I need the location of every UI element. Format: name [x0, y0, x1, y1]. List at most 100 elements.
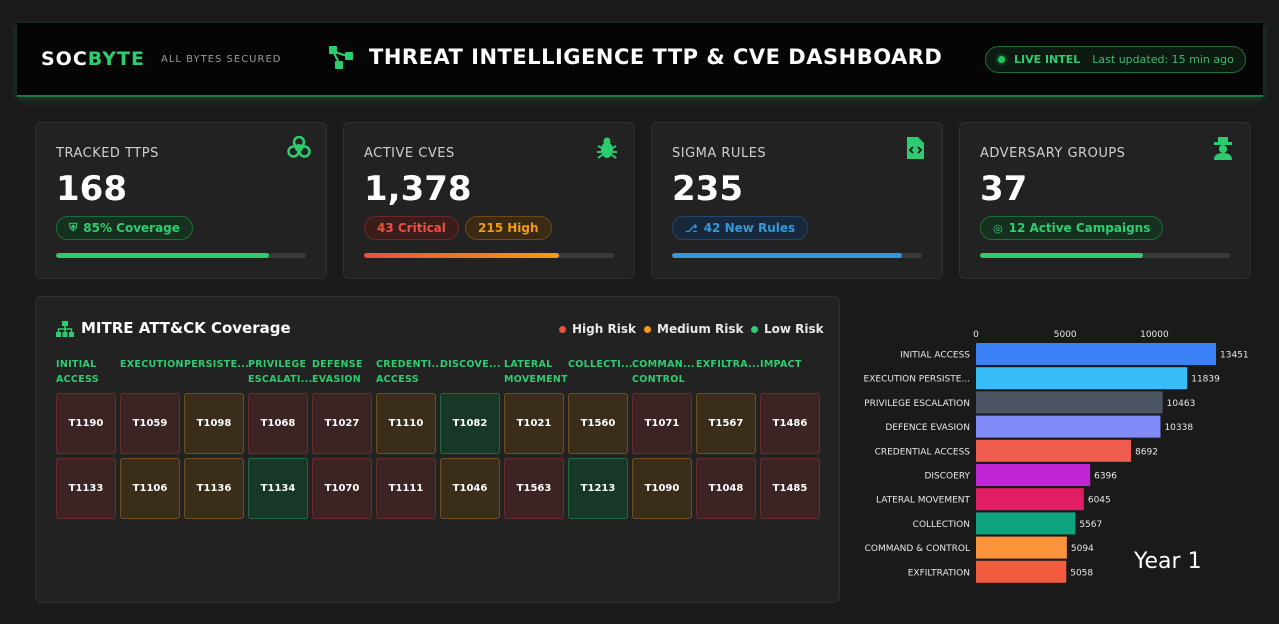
progress-track — [56, 253, 306, 258]
technique-cell[interactable]: T1090 — [632, 458, 692, 519]
tactic-header: CREDENTI... ACCESS — [376, 357, 444, 387]
technique-cell[interactable]: T1021 — [504, 393, 564, 454]
biohazard-icon — [287, 135, 311, 158]
value-label: 10338 — [1164, 423, 1193, 433]
last-updated-text: Last updated: 15 min ago — [1092, 53, 1234, 66]
legend-dot — [644, 325, 651, 333]
tactic-line: DEFENSE — [312, 359, 363, 370]
technique-cell[interactable]: T1059 — [120, 393, 180, 454]
technique-cell[interactable]: T1133 — [56, 458, 116, 519]
technique-cell[interactable]: T1567 — [696, 393, 756, 454]
technique-cell[interactable]: T1563 — [504, 458, 564, 519]
tactic-line: PERSISTE... — [184, 359, 250, 370]
card-sigma-rules[interactable]: SIGMA RULES 235 ⎇ 42 New Rules — [651, 122, 943, 279]
tactic-header: IMPACT — [760, 357, 822, 372]
card-label: TRACKED TTPS — [56, 146, 159, 161]
network-icon — [329, 46, 353, 69]
tactic-header: PERSISTE... — [184, 357, 250, 372]
tactic-line: EXECUTION — [120, 359, 184, 370]
value-label: 10463 — [1167, 399, 1196, 409]
card-adversary-groups[interactable]: ADVERSARY GROUPS 37 ◎ 12 Active Campaigns — [959, 122, 1251, 279]
value-label: 5567 — [1079, 520, 1102, 530]
shield-icon: ⛨ — [69, 221, 78, 234]
title-wrap: THREAT INTELLIGENCE TTP & CVE DASHBOARD — [327, 43, 942, 71]
technique-cell[interactable]: T1110 — [376, 393, 436, 454]
category-label: INITIAL ACCESS — [900, 351, 970, 361]
high-text: 215 High — [478, 221, 539, 235]
tactic-line: INITIAL — [56, 359, 97, 370]
card-label: SIGMA RULES — [672, 146, 767, 161]
page-title: THREAT INTELLIGENCE TTP & CVE DASHBOARD — [369, 45, 943, 69]
tactic-header: COMMAN... CONTROL — [632, 357, 694, 387]
technique-cell[interactable]: T1136 — [184, 458, 244, 519]
technique-cell[interactable]: T1111 — [376, 458, 436, 519]
progress-fill — [364, 253, 559, 258]
dashboard-header: SOCBYTE ALL BYTES SECURED THREAT INTELLI… — [17, 23, 1263, 97]
tactic-line: ACCESS — [56, 374, 99, 385]
technique-cell[interactable]: T1134 — [248, 458, 308, 519]
live-dot-icon — [998, 56, 1005, 63]
technique-cell[interactable]: T1485 — [760, 458, 820, 519]
technique-cell[interactable]: T1213 — [568, 458, 628, 519]
chart-bar — [976, 560, 1067, 583]
technique-cell[interactable]: T1560 — [568, 393, 628, 454]
technique-cell[interactable]: T1190 — [56, 393, 116, 454]
progress-track — [672, 253, 922, 258]
tactic-line: CREDENTI... — [376, 359, 444, 370]
technique-cell[interactable]: T1071 — [632, 393, 692, 454]
mitre-title: MITRE ATT&CK Coverage — [81, 319, 291, 337]
year-label: Year 1 — [1134, 549, 1202, 574]
technique-cell[interactable]: T1486 — [760, 393, 820, 454]
chart-bar — [976, 439, 1132, 462]
card-tracked-ttps[interactable]: TRACKED TTPS 168 ⛨ 85% Coverage — [35, 122, 327, 279]
card-label: ACTIVE CVES — [364, 146, 455, 161]
card-value: 37 — [980, 169, 1028, 209]
card-value: 168 — [56, 169, 127, 209]
technique-cell[interactable]: T1070 — [312, 458, 372, 519]
category-label: COMMAND & CONTROL — [865, 544, 970, 554]
technique-cell[interactable]: T1027 — [312, 393, 372, 454]
tactic-line: MOVEMENT — [504, 374, 568, 385]
category-label: EXECUTION PERSISTE... — [864, 375, 970, 385]
x-tick-label: 10000 — [1140, 330, 1169, 340]
technique-cell[interactable]: T1068 — [248, 393, 308, 454]
chart-bar — [976, 488, 1084, 511]
tactic-line: COLLECTI... — [568, 359, 633, 370]
brand-prefix: SOC — [41, 48, 88, 70]
chart-bar — [976, 415, 1161, 438]
technique-cell[interactable]: T1082 — [440, 393, 500, 454]
value-label: 5058 — [1070, 568, 1093, 578]
tactic-line: PRIVILEGE — [248, 359, 307, 370]
progress-fill — [56, 253, 269, 258]
card-value: 1,378 — [364, 169, 472, 209]
value-label: 6045 — [1088, 496, 1111, 506]
tactic-line: EXFILTRA... — [696, 359, 760, 370]
technique-cell[interactable]: T1106 — [120, 458, 180, 519]
chart-bar — [976, 391, 1163, 414]
branch-icon: ⎇ — [685, 221, 698, 235]
card-active-cves[interactable]: ACTIVE CVES 1,378 43 Critical 215 High — [343, 122, 635, 279]
tactic-line: ESCALATI... — [248, 374, 313, 385]
brand-suffix: BYTE — [87, 48, 145, 70]
technique-cell[interactable]: T1046 — [440, 458, 500, 519]
technique-cell[interactable]: T1098 — [184, 393, 244, 454]
tactic-line: DISCOVE... — [440, 359, 501, 370]
chart-bar — [976, 464, 1091, 486]
bug-icon — [597, 137, 617, 159]
tactic-line: LATERAL — [504, 359, 553, 370]
mitre-coverage-panel: MITRE ATT&CK Coverage High Risk Medium R… — [35, 296, 840, 603]
new-rules-text: 42 New Rules — [703, 221, 796, 235]
tactic-line: EVASION — [312, 374, 362, 385]
new-rules-badge: ⎇ 42 New Rules — [672, 216, 809, 240]
critical-text: 43 Critical — [377, 221, 446, 235]
chart-bar — [976, 512, 1076, 535]
technique-cell[interactable]: T1048 — [696, 458, 756, 519]
tactic-header: EXFILTRA... — [696, 357, 760, 372]
category-label: DISCOERY — [924, 472, 970, 482]
category-label: EXFILTRATION — [908, 568, 970, 578]
legend-low-risk: Low Risk — [751, 322, 824, 336]
chart-bar — [976, 367, 1188, 390]
chart-bar — [976, 343, 1216, 365]
tactic-line: CONTROL — [632, 374, 686, 385]
legend-label: High Risk — [572, 322, 636, 336]
